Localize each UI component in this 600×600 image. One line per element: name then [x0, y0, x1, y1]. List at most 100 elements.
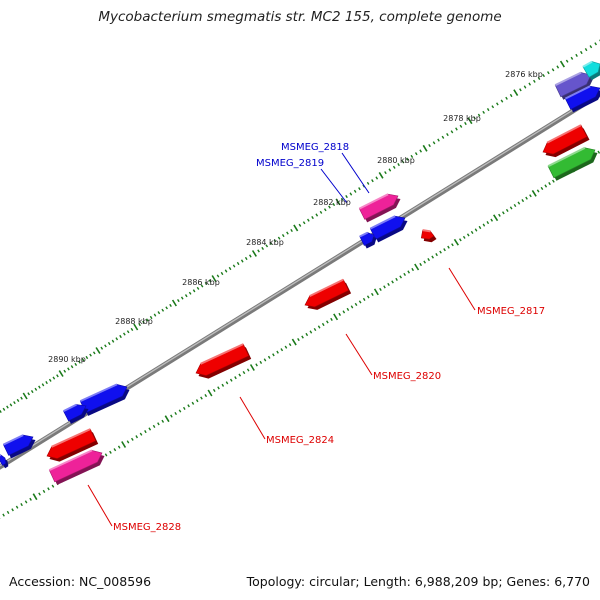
- inner-ring-tick: [29, 497, 32, 501]
- inner-ring-tick: [459, 238, 462, 242]
- tick-label-1: 2878 kbp: [443, 114, 481, 123]
- inner-ring-tick: [453, 238, 459, 246]
- gene-label-msmeg-2818[interactable]: MSMEG_2818: [281, 142, 349, 153]
- outer-ring-tick: [269, 241, 273, 245]
- inner-ring-tick: [362, 297, 366, 301]
- inner-ring-tick: [498, 213, 501, 217]
- inner-ring-tick: [309, 330, 313, 334]
- inner-ring-tick: [284, 345, 288, 349]
- inner-ring-tick: [126, 440, 130, 444]
- inner-ring-tick: [447, 245, 450, 249]
- inner-ring-tick: [395, 277, 398, 281]
- outer-ring-tick: [371, 179, 374, 183]
- tick-label-6: 2888 kbp: [115, 317, 153, 326]
- outer-ring-tick: [119, 334, 122, 339]
- inner-ring-tick: [148, 427, 152, 431]
- outer-ring-tick: [211, 275, 217, 282]
- inner-ring-tick: [297, 338, 300, 342]
- inner-ring-tick: [354, 302, 358, 306]
- outer-ring-tick: [204, 281, 208, 285]
- outer-ring-tick: [358, 187, 361, 191]
- gene-label-msmeg-2828[interactable]: MSMEG_2828: [113, 522, 181, 533]
- inner-ring-tick: [419, 262, 422, 267]
- outer-ring-tick: [432, 141, 436, 145]
- outer-ring-tick: [473, 116, 476, 120]
- outer-ring-tick: [319, 210, 323, 214]
- inner-ring-tick: [431, 255, 434, 259]
- inner-ring-tick: [51, 484, 55, 488]
- outer-ring-tick: [464, 121, 467, 126]
- outer-ring-tick: [353, 189, 357, 193]
- inner-ring-tick: [544, 184, 548, 188]
- outer-ring-tick: [486, 108, 490, 112]
- outer-ring-tick: [500, 99, 504, 103]
- inner-ring-tick: [525, 196, 528, 200]
- outer-ring-tick: [145, 318, 149, 322]
- outer-ring-tick: [48, 378, 52, 382]
- outer-ring-tick: [38, 385, 41, 389]
- outer-ring-tick: [220, 271, 224, 276]
- outer-ring-tick: [70, 365, 74, 369]
- inner-ring-tick: [513, 203, 517, 208]
- inner-ring-tick: [462, 235, 466, 239]
- outer-ring-tick: [441, 135, 445, 139]
- outer-ring-tick: [298, 223, 302, 227]
- outer-ring-tick: [149, 315, 153, 320]
- leader-line-0: [341, 152, 370, 194]
- outer-ring-tick: [200, 284, 204, 288]
- inner-ring-tick: [207, 389, 213, 397]
- gene-feature-13: [547, 146, 598, 181]
- outer-ring-tick: [16, 398, 20, 402]
- gene-feature-4: [304, 278, 352, 310]
- inner-ring-tick: [11, 508, 14, 512]
- gene-label-msmeg-2824[interactable]: MSMEG_2824: [266, 435, 334, 446]
- outer-ring-tick: [580, 50, 583, 55]
- inner-ring-tick: [439, 250, 442, 254]
- outer-ring-tick: [496, 102, 499, 106]
- inner-ring-tick: [263, 358, 267, 362]
- outer-ring-tick: [196, 286, 200, 290]
- leader-line-2: [448, 267, 476, 311]
- outer-ring-tick: [307, 218, 310, 222]
- gene-label-msmeg-2819[interactable]: MSMEG_2819: [256, 158, 324, 169]
- outer-ring-tick: [261, 246, 264, 250]
- outer-ring-tick: [216, 274, 220, 278]
- gene-feature-7: [63, 403, 89, 424]
- outer-ring-tick: [92, 351, 96, 355]
- gene-feature-15: [564, 85, 600, 113]
- inner-ring-tick: [42, 489, 46, 493]
- tick-label-4: 2884 kbp: [246, 238, 284, 247]
- inner-ring-tick: [379, 287, 382, 291]
- tick-labels: 2876 kbp 2878 kbp 2880 kbp 2882 kbp 2884 kbp…: [48, 70, 543, 364]
- outer-ring-tick: [6, 405, 9, 409]
- label-leader-lines: [87, 152, 476, 527]
- inner-ring-tick: [161, 419, 165, 423]
- inner-ring-tick: [478, 225, 482, 230]
- outer-ring-tick: [2, 407, 6, 411]
- tick-label-2: 2880 kbp: [377, 156, 415, 165]
- outer-ring-tick: [311, 216, 314, 220]
- outer-ring-tick: [459, 124, 463, 128]
- outer-ring-tick: [455, 127, 458, 131]
- outer-ring-tick: [265, 244, 269, 248]
- inner-ring-tick: [502, 211, 505, 215]
- outer-ring-tick: [111, 339, 115, 343]
- gene-label-msmeg-2817[interactable]: MSMEG_2817: [477, 306, 545, 317]
- outer-ring-tick: [477, 113, 481, 117]
- outer-ring-tick: [290, 228, 293, 233]
- gene-label-msmeg-2820[interactable]: MSMEG_2820: [373, 371, 441, 382]
- inner-ring-tick: [443, 248, 446, 252]
- inner-ring-tick: [338, 312, 342, 316]
- inner-ring-tick: [234, 376, 237, 380]
- inner-ring-tick: [174, 411, 178, 416]
- inner-ring-tick: [470, 230, 474, 234]
- outer-ring-tick: [467, 117, 473, 125]
- inner-ring-tick: [6, 510, 10, 515]
- tick-label-5: 2886 kbp: [182, 278, 220, 287]
- outer-ring-tick: [414, 152, 418, 156]
- outer-ring-tick: [570, 56, 574, 60]
- inner-ring-tick: [346, 307, 350, 311]
- inner-ring-tick: [517, 201, 521, 205]
- inner-ring-tick: [20, 503, 23, 507]
